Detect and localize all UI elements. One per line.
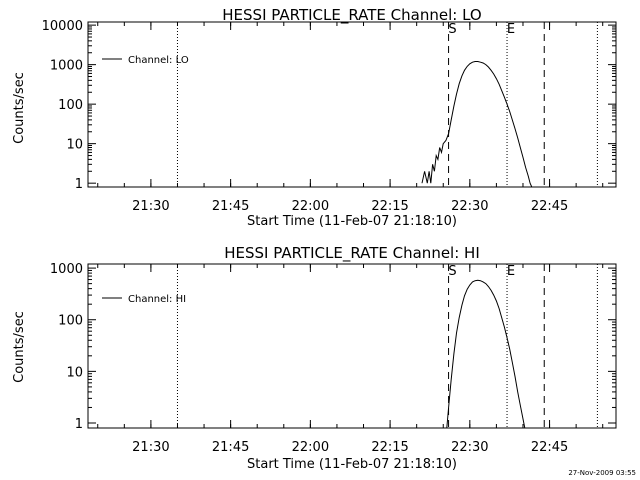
y-tick-label: 10 (66, 138, 83, 153)
vertical-marker-label: E (507, 264, 515, 279)
panel-channel-hi: HESSI PARTICLE_RATE Channel: HI Start Ti… (12, 244, 617, 472)
panel-channel-lo: HESSI PARTICLE_RATE Channel: LO Start Ti… (12, 6, 617, 229)
x-axis-label: Start Time (11-Feb-07 21:18:10) (247, 214, 457, 229)
legend: Channel: HI (102, 294, 186, 305)
x-tick-label: 22:45 (531, 199, 568, 214)
y-tick-label: 100 (58, 314, 83, 329)
y-tick-label: 1 (75, 417, 83, 432)
chart-title: HESSI PARTICLE_RATE Channel: HI (224, 244, 480, 263)
x-tick-label: 21:30 (132, 199, 169, 214)
x-tick-label: 22:15 (371, 440, 408, 455)
x-tick-label: 22:15 (371, 199, 408, 214)
footer-timestamp: 27-Nov-2009 03:55 (568, 469, 636, 477)
x-tick-label: 22:30 (451, 440, 488, 455)
series-line (446, 279, 526, 429)
x-tick-label: 21:30 (132, 440, 169, 455)
x-tick-label: 22:00 (292, 440, 329, 455)
y-axis-label: Counts/sec (12, 72, 27, 144)
legend-label: Channel: LO (128, 55, 189, 66)
y-tick-label: 10000 (42, 19, 83, 34)
y-tick-label: 100 (58, 98, 83, 113)
y-tick-label: 10 (66, 365, 83, 380)
y-axis-label: Counts/sec (12, 311, 27, 383)
chart-title: HESSI PARTICLE_RATE Channel: LO (222, 6, 481, 25)
x-tick-label: 22:30 (451, 199, 488, 214)
vertical-marker-label: S (448, 264, 456, 279)
plot-frame (87, 263, 617, 429)
x-tick-label: 22:45 (531, 440, 568, 455)
x-tick-label: 21:45 (212, 440, 249, 455)
x-axis-label: Start Time (11-Feb-07 21:18:10) (247, 457, 457, 472)
vertical-marker-label: E (507, 22, 515, 37)
y-tick-label: 1000 (50, 59, 83, 74)
legend: Channel: LO (102, 55, 189, 66)
y-tick-label: 1 (75, 177, 83, 192)
series-line (421, 61, 533, 188)
legend-label: Channel: HI (128, 294, 186, 305)
x-tick-label: 22:00 (292, 199, 329, 214)
x-tick-label: 21:45 (212, 199, 249, 214)
y-tick-label: 1000 (50, 262, 83, 277)
vertical-marker-label: S (448, 22, 456, 37)
